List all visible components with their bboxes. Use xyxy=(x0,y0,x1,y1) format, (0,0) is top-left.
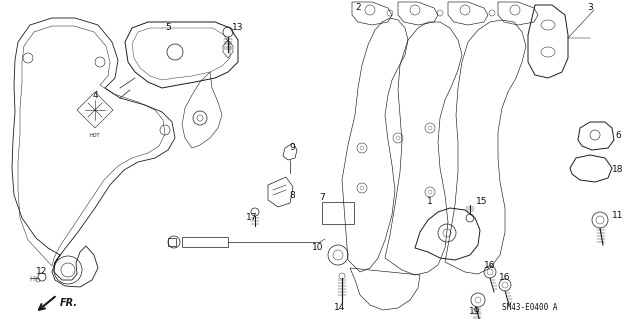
Text: 3: 3 xyxy=(587,4,593,12)
Text: SM43-E0400 A: SM43-E0400 A xyxy=(502,302,557,311)
Text: 4: 4 xyxy=(92,91,98,100)
Text: 2: 2 xyxy=(355,4,361,12)
Text: 19: 19 xyxy=(469,308,481,316)
Text: 10: 10 xyxy=(312,243,324,253)
Bar xyxy=(322,202,354,224)
Text: 14: 14 xyxy=(334,303,346,313)
Text: 13: 13 xyxy=(232,24,244,33)
Text: 1: 1 xyxy=(427,197,433,206)
Text: 18: 18 xyxy=(612,166,624,174)
Text: 15: 15 xyxy=(476,197,488,206)
Text: 17: 17 xyxy=(246,213,258,222)
Text: 16: 16 xyxy=(499,273,511,283)
Text: 6: 6 xyxy=(615,130,621,139)
Text: HOT: HOT xyxy=(90,133,100,138)
Text: 8: 8 xyxy=(289,190,295,199)
Text: 9: 9 xyxy=(289,144,295,152)
Text: 16: 16 xyxy=(484,261,496,270)
Text: FR.: FR. xyxy=(60,298,78,308)
Text: 11: 11 xyxy=(612,211,624,219)
Text: 7: 7 xyxy=(319,194,325,203)
Text: 12: 12 xyxy=(36,268,48,277)
Text: 5: 5 xyxy=(165,24,171,33)
